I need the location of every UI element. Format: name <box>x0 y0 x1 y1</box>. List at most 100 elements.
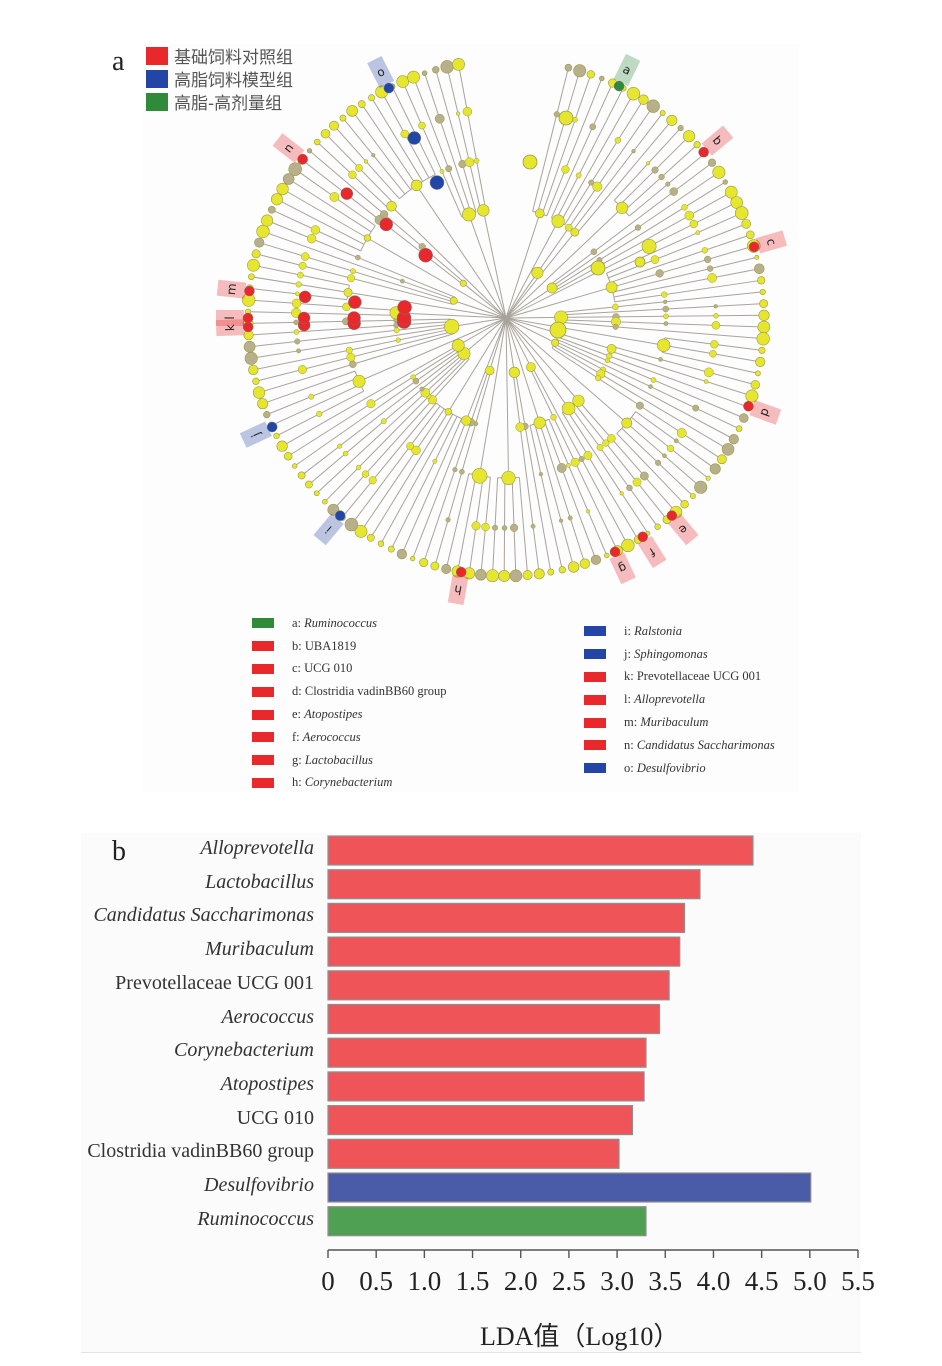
branch <box>557 336 749 408</box>
clade-tag-bg <box>701 125 734 156</box>
enriched-node-m <box>397 300 412 315</box>
enriched-node-o <box>407 131 422 145</box>
inner-node <box>567 515 573 521</box>
leaf-node <box>547 568 555 576</box>
taxa-legend-item: l: Alloprevotella <box>584 688 775 711</box>
bar-candidatus-saccharimonas <box>327 902 686 934</box>
branch <box>541 74 592 215</box>
taxa-label: f: Aerococcus <box>292 729 361 744</box>
leaf-node <box>677 125 684 132</box>
leaf-node <box>754 263 765 275</box>
branch <box>578 400 677 513</box>
inner-node <box>632 477 642 487</box>
x-tick-label: 1.5 <box>455 1266 490 1296</box>
leaf-node <box>354 525 368 538</box>
branch <box>505 245 650 319</box>
group-swatch-high-dose <box>146 92 168 111</box>
clade-node <box>471 468 488 484</box>
branch <box>518 477 529 576</box>
branch <box>434 370 492 567</box>
enriched-node-e <box>666 510 678 521</box>
clade-node <box>484 365 495 376</box>
inner-node <box>681 204 688 211</box>
inner-node <box>650 377 657 383</box>
group-legend: 基础饲料对照组 高脂饲料模型组 高脂-高剂量组 <box>146 44 293 114</box>
branch <box>251 326 452 359</box>
inner-node <box>655 269 664 278</box>
enriched-node-b <box>698 146 709 158</box>
inner-node <box>445 165 453 173</box>
inner-node <box>592 181 603 192</box>
x-tick-label: 1.0 <box>407 1266 442 1296</box>
branch <box>560 291 763 313</box>
taxa-legend-item: a: Ruminococcus <box>252 612 447 635</box>
clade-tag-bg <box>638 535 667 569</box>
leaf-node <box>396 548 408 560</box>
inner-node <box>663 313 669 320</box>
inner-node <box>648 384 653 389</box>
enriched-node-m <box>298 290 312 304</box>
inner-node <box>452 467 458 473</box>
inner-node <box>713 304 718 309</box>
inner-node <box>329 192 340 202</box>
clade-node <box>352 374 366 388</box>
inner-node <box>412 377 420 385</box>
inner-node <box>295 281 302 288</box>
taxa-swatch <box>252 686 274 697</box>
taxa-swatch <box>252 732 274 743</box>
leaf-node <box>626 87 641 101</box>
branch <box>505 316 562 319</box>
leaf-node <box>683 130 696 143</box>
group-legend-item: 高脂饲料模型组 <box>146 67 293 91</box>
branch <box>479 317 507 476</box>
clade-tag-letter: i <box>323 523 335 536</box>
inner-node <box>646 161 651 166</box>
branch <box>550 82 614 219</box>
branch <box>248 311 397 316</box>
branch <box>560 321 764 340</box>
taxa-legend-item: f: Aerococcus <box>252 726 447 749</box>
branch <box>446 66 482 212</box>
branch <box>347 291 507 319</box>
bar-category-label: Atopostipes <box>220 1072 314 1095</box>
leaf-node <box>344 517 359 532</box>
branch <box>371 97 424 182</box>
inner-node <box>291 298 302 309</box>
taxa-swatch <box>584 626 606 637</box>
leaf-node <box>377 540 385 547</box>
taxa-legend-item: h: Corynebacterium <box>252 772 447 795</box>
taxa-label: i: Ralstonia <box>624 623 682 638</box>
clade-node <box>641 238 657 254</box>
taxa-label: h: Corynebacterium <box>292 775 393 790</box>
enriched-node-g <box>609 546 621 558</box>
x-tick-label: 5.5 <box>841 1266 875 1296</box>
taxa-swatch <box>252 709 274 720</box>
inner-node <box>709 350 717 358</box>
inner-node <box>538 472 544 477</box>
branch <box>316 355 466 494</box>
taxa-swatch <box>252 641 274 652</box>
branch <box>453 300 507 319</box>
inner-node <box>297 271 304 279</box>
branch <box>351 405 441 525</box>
leaf-node <box>533 568 545 580</box>
branch <box>612 256 757 293</box>
x-tick-label: 2.0 <box>503 1266 538 1296</box>
bar-clostridia-vadinbb60-group <box>327 1138 620 1169</box>
bar-category-label: Prevotellaceae UCG 001 <box>115 971 314 994</box>
inner-node <box>561 165 570 174</box>
leaf-node <box>306 148 313 154</box>
inner-node <box>380 418 387 425</box>
inner-node <box>663 321 669 326</box>
leaf-node <box>604 552 610 559</box>
enriched-node-i <box>334 510 346 521</box>
leaf-node <box>276 440 288 452</box>
bar-muribaculum <box>327 936 681 967</box>
bar-category-label: Aerococcus <box>221 1005 314 1028</box>
clade-node <box>606 344 617 354</box>
leaf-node <box>261 214 274 227</box>
inner-node <box>464 157 475 167</box>
inner-node <box>473 157 480 164</box>
leaf-node <box>728 434 739 445</box>
inner-node <box>635 401 644 410</box>
